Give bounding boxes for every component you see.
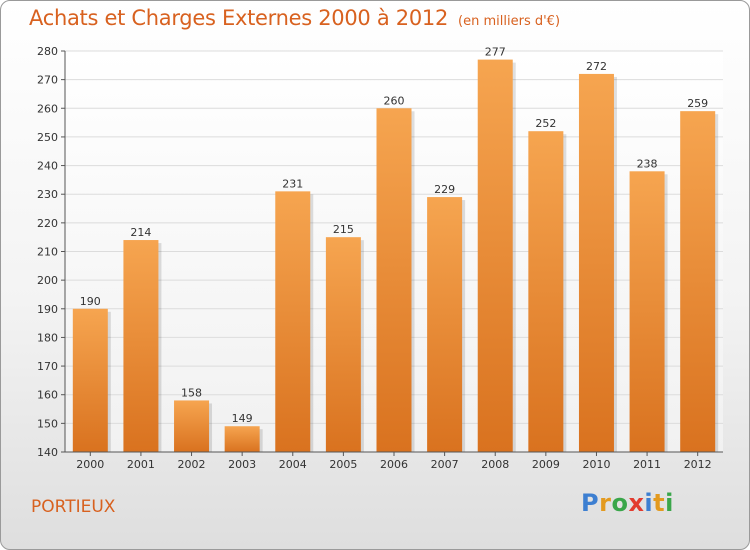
logo-letter: x	[628, 489, 645, 517]
bar-2008	[477, 59, 513, 452]
x-tick-label: 2003	[228, 458, 256, 471]
data-label: 260	[384, 94, 405, 107]
data-label: 238	[637, 157, 658, 170]
x-tick-label: 2011	[633, 458, 661, 471]
bar-2002	[174, 400, 210, 452]
bar-2010	[578, 73, 614, 453]
y-tick-label: 180	[37, 331, 58, 344]
y-tick-label: 270	[37, 74, 58, 87]
y-tick-label: 220	[37, 217, 58, 230]
logo-letter: i	[665, 489, 674, 517]
y-tick-label: 190	[37, 303, 58, 316]
bar-2007	[427, 197, 463, 452]
data-label: 214	[130, 226, 151, 239]
x-tick-label: 2009	[532, 458, 560, 471]
chart-title-text: Achats et Charges Externes 2000 à 2012	[29, 6, 449, 30]
x-tick-label: 2001	[127, 458, 155, 471]
y-tick-label: 240	[37, 160, 58, 173]
x-tick-label: 2005	[329, 458, 357, 471]
data-label: 252	[535, 117, 556, 130]
data-label: 272	[586, 60, 607, 73]
bar-2009	[528, 131, 564, 452]
bar-2011	[629, 171, 665, 453]
proxiti-logo: Proxiti	[581, 489, 674, 517]
x-tick-label: 2010	[582, 458, 610, 471]
logo-letter: r	[599, 489, 612, 517]
chart-subtitle: (en milliers d'€)	[458, 14, 561, 29]
bar-2003	[224, 426, 260, 452]
bar-2005	[325, 237, 361, 452]
bar-2001	[123, 240, 159, 452]
y-tick-label: 170	[37, 360, 58, 373]
x-tick-label: 2012	[684, 458, 712, 471]
y-tick-label: 210	[37, 246, 58, 259]
y-tick-label: 250	[37, 131, 58, 144]
bar-2000	[72, 308, 108, 452]
data-label: 158	[181, 386, 202, 399]
logo-letter: i	[644, 489, 654, 517]
data-label: 277	[485, 46, 506, 59]
y-tick-label: 140	[37, 446, 58, 459]
bar-2012	[680, 111, 716, 453]
bar-2006	[376, 108, 412, 453]
data-label: 231	[282, 177, 303, 190]
x-tick-label: 2004	[279, 458, 307, 471]
data-label: 229	[434, 183, 455, 196]
x-tick-label: 2002	[178, 458, 206, 471]
y-tick-label: 260	[37, 102, 58, 115]
x-tick-label: 2008	[481, 458, 509, 471]
x-tick-label: 2000	[76, 458, 104, 471]
data-label: 190	[80, 295, 101, 308]
chart-title: Achats et Charges Externes 2000 à 2012 (e…	[29, 6, 560, 30]
logo-letter: o	[611, 489, 629, 517]
logo-letter: t	[653, 489, 666, 517]
bar-2004	[275, 191, 311, 452]
y-tick-label: 150	[37, 417, 58, 430]
commune-name: PORTIEUX	[31, 497, 116, 517]
y-tick-label: 200	[37, 274, 58, 287]
data-label: 149	[232, 412, 253, 425]
data-label: 259	[687, 97, 708, 110]
y-tick-label: 230	[37, 188, 58, 201]
x-tick-label: 2006	[380, 458, 408, 471]
y-tick-label: 160	[37, 389, 58, 402]
y-tick-label: 280	[37, 45, 58, 58]
logo-letter: P	[581, 489, 600, 517]
data-label: 215	[333, 223, 354, 236]
x-tick-label: 2007	[431, 458, 459, 471]
